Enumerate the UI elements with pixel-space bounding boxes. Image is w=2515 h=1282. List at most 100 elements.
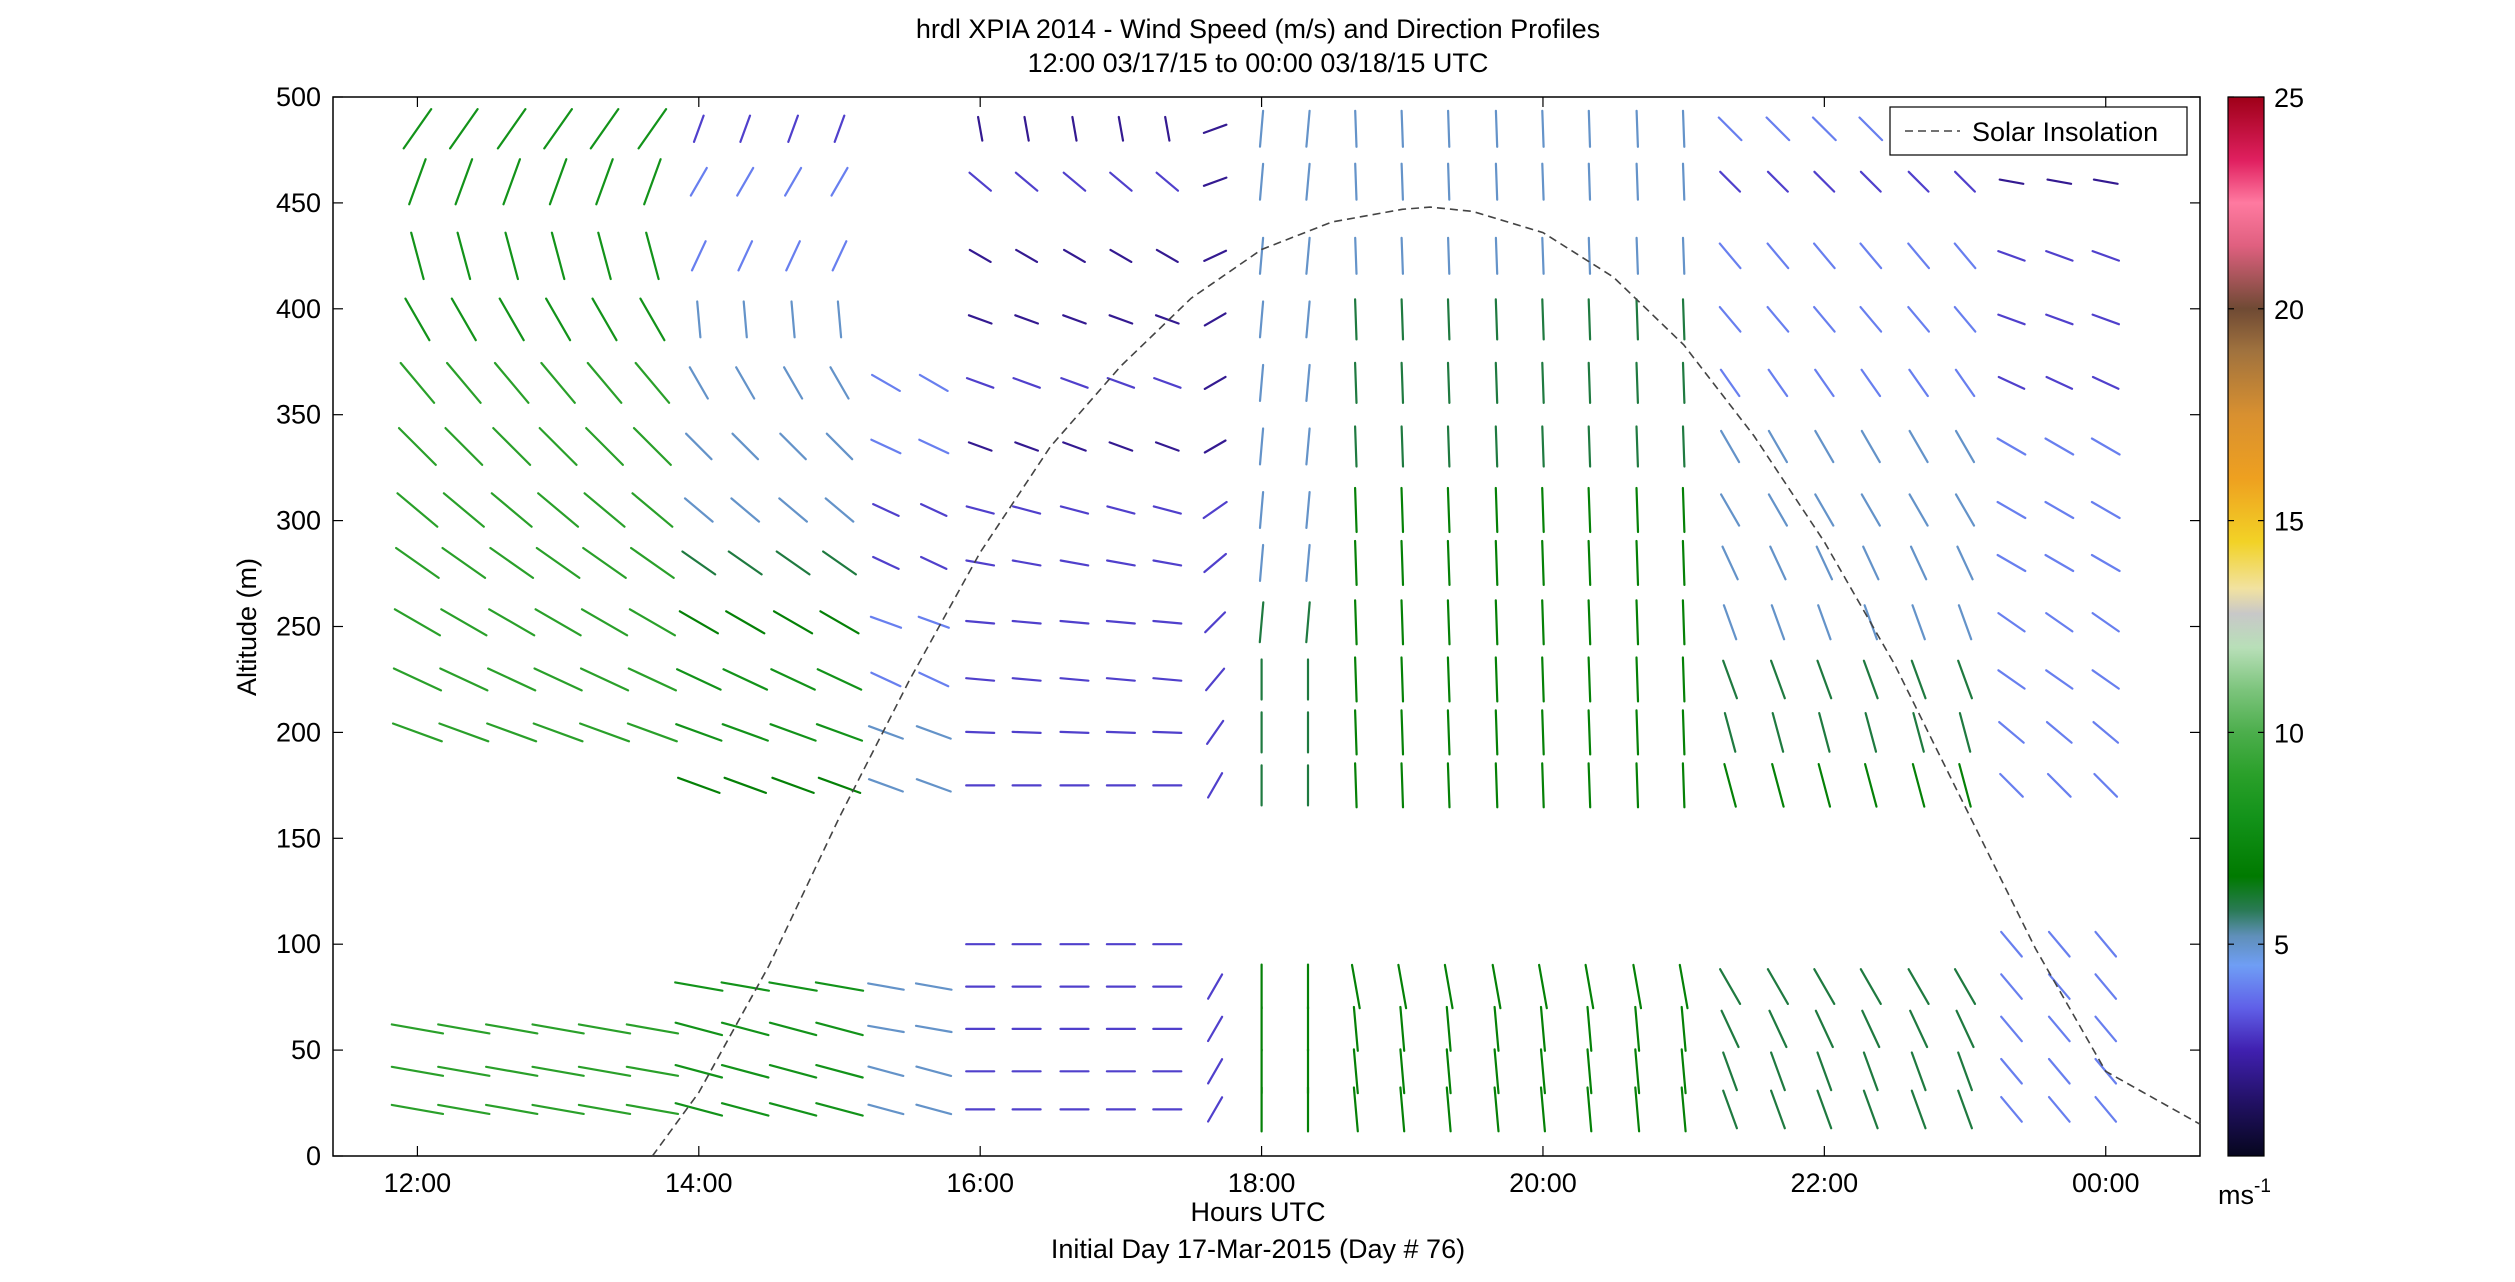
wind-barb — [1861, 1009, 1881, 1049]
wind-barb — [870, 671, 902, 688]
wind-barb — [1493, 1086, 1500, 1133]
wind-barb — [1587, 298, 1592, 341]
wind-barb — [815, 723, 864, 742]
wind-barb — [1586, 1048, 1593, 1095]
x-tick-label: 00:00 — [2072, 1168, 2140, 1198]
wind-barb — [1766, 306, 1790, 333]
wind-barb — [1400, 656, 1405, 703]
wind-barb — [1907, 968, 1930, 1006]
wind-barb — [815, 1063, 864, 1079]
wind-barb — [787, 114, 800, 143]
wind-barb — [1152, 505, 1182, 515]
wind-barb — [1814, 493, 1835, 527]
wind-barb — [1587, 539, 1592, 587]
wind-barb — [440, 608, 488, 637]
wind-barb — [1719, 493, 1741, 527]
wind-barb — [1106, 505, 1136, 515]
wind-barb — [550, 231, 566, 281]
wind-barb — [1587, 486, 1592, 534]
wind-barb — [1305, 236, 1311, 275]
wind-barb — [735, 366, 756, 400]
wind-barb — [2094, 1015, 2118, 1043]
wind-barb — [1541, 709, 1545, 756]
wind-barb — [1353, 486, 1358, 534]
y-tick-label: 350 — [276, 400, 321, 430]
wind-barb — [2045, 375, 2074, 390]
x-tick-label: 12:00 — [384, 1168, 452, 1198]
wind-barb — [1305, 543, 1311, 583]
wind-barb — [585, 427, 625, 466]
wind-barb — [1494, 762, 1499, 809]
wind-barb — [1059, 505, 1090, 515]
wind-barb — [444, 427, 484, 466]
wind-barb — [675, 723, 723, 742]
wind-barb — [1105, 677, 1136, 682]
wind-barb — [1541, 361, 1545, 404]
wind-barb — [1722, 1051, 1739, 1092]
wind-barb — [723, 776, 768, 795]
wind-barb — [408, 158, 427, 206]
wind-barb — [489, 546, 535, 580]
plot-area — [332, 96, 2201, 1157]
wind-barb — [1105, 559, 1136, 567]
wind-barb — [1719, 170, 1742, 193]
wind-barb — [1723, 711, 1737, 753]
wind-barb — [2047, 1095, 2071, 1123]
wind-barb — [1206, 772, 1224, 799]
wind-barb — [538, 427, 578, 466]
wind-barb — [1769, 1051, 1786, 1092]
wind-barb — [867, 982, 905, 991]
wind-barb — [2091, 250, 2120, 262]
wind-barb — [1765, 116, 1791, 142]
wind-barb — [720, 1102, 770, 1117]
wind-barb — [1910, 1089, 1927, 1130]
wind-barb — [1258, 427, 1265, 466]
wind-barb — [1202, 123, 1228, 134]
wind-barb — [2094, 973, 2118, 1000]
wind-barb — [1996, 500, 2027, 520]
wind-barb — [1400, 709, 1405, 756]
wind-barb — [1634, 1048, 1641, 1095]
wind-barb — [1154, 314, 1180, 325]
wind-barb — [2094, 1095, 2118, 1123]
wind-barb — [2093, 772, 2119, 798]
wind-barb — [634, 361, 671, 404]
wind-barb — [1446, 109, 1451, 148]
wind-barb — [768, 1102, 818, 1117]
wind-barb — [1958, 711, 1972, 753]
wind-barb — [2092, 720, 2120, 744]
wind-barb — [815, 1102, 864, 1117]
wind-barb — [2047, 930, 2071, 958]
wind-barb — [867, 1103, 905, 1116]
wind-barb — [1203, 439, 1227, 454]
wind-barb — [914, 982, 953, 991]
wind-barb — [1154, 441, 1180, 452]
wind-barb — [1681, 599, 1686, 646]
legend: Solar Insolation — [1889, 106, 2188, 156]
wind-barb — [1494, 425, 1499, 468]
wind-barb — [1353, 762, 1358, 809]
colorbar — [2227, 96, 2265, 1157]
wind-barb — [730, 497, 761, 523]
wind-barb — [597, 231, 612, 281]
wind-barb — [1635, 486, 1640, 534]
wind-barb — [1812, 306, 1836, 333]
wind-barb — [2045, 611, 2074, 633]
wind-barb — [1446, 656, 1451, 703]
wind-barb — [825, 432, 854, 461]
wind-barb — [578, 722, 631, 743]
wind-barb — [1541, 425, 1545, 468]
colorbar-tick-label: 10 — [2274, 718, 2304, 748]
x-tick-label: 14:00 — [665, 1168, 733, 1198]
wind-barb — [1493, 1048, 1500, 1095]
wind-barb — [583, 492, 626, 528]
wind-barb — [1164, 115, 1171, 142]
wind-barb — [833, 114, 846, 143]
wind-barb — [790, 300, 796, 339]
wind-barb — [1202, 500, 1228, 520]
wind-barb — [2044, 437, 2075, 456]
wind-barb — [1350, 963, 1361, 1010]
wind-barb — [1956, 545, 1974, 581]
wind-barb — [595, 158, 614, 206]
wind-barb — [965, 505, 995, 515]
